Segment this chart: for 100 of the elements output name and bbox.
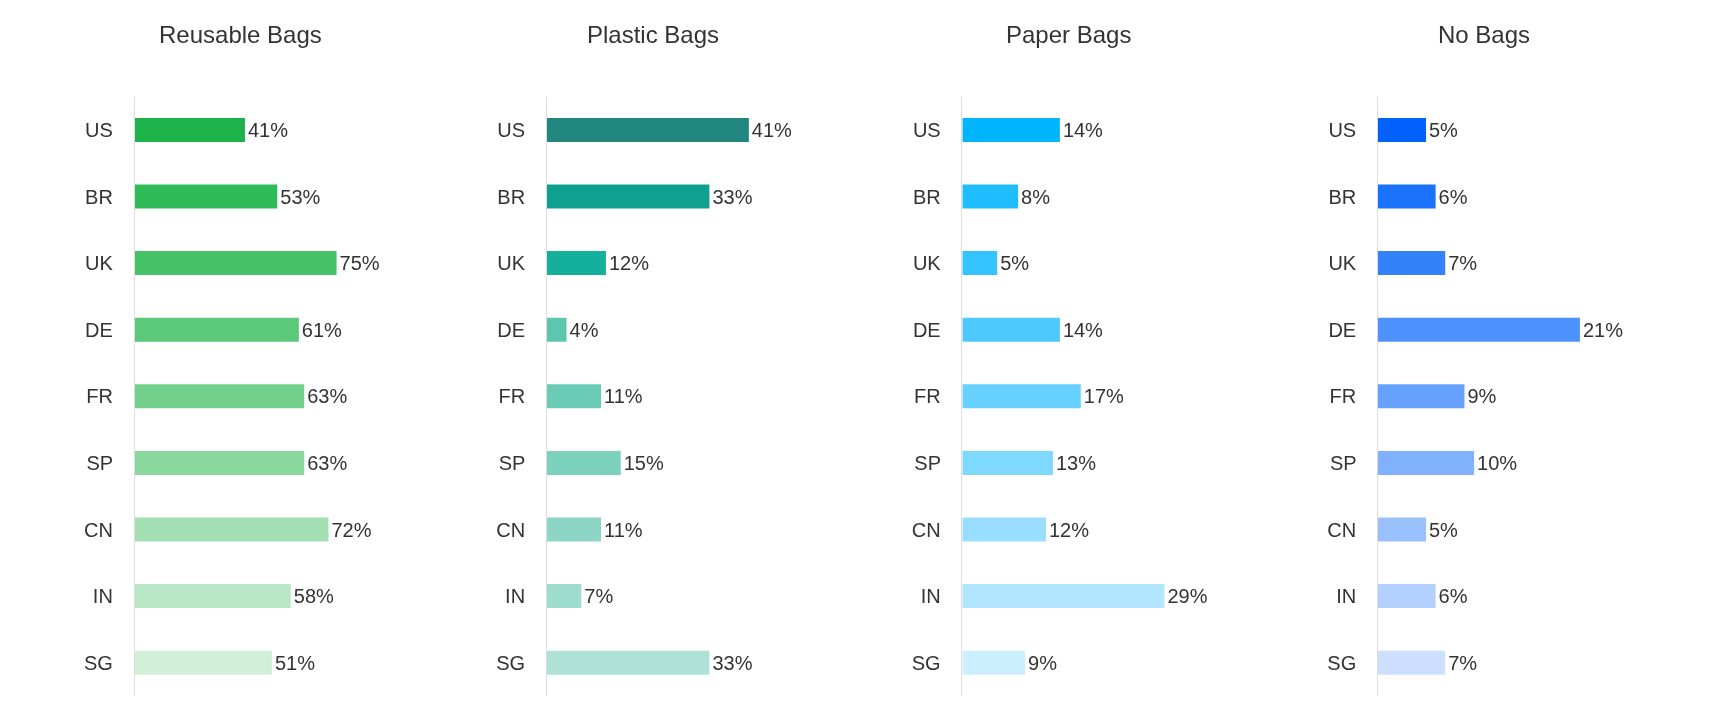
y-tick-label: CN: [1327, 518, 1373, 541]
bar: [134, 650, 272, 675]
data-label: 7%: [584, 585, 614, 608]
data-label: 33%: [712, 185, 753, 208]
data-label: 72%: [331, 518, 372, 541]
data-label: 17%: [1083, 385, 1125, 408]
y-tick-label: FR: [1329, 385, 1373, 408]
bar: [1377, 584, 1436, 609]
y-tick-label: SP: [914, 451, 958, 474]
data-label: 41%: [247, 118, 289, 141]
y-tick-label: BR: [85, 185, 130, 208]
y-tick-label: DE: [497, 318, 542, 341]
y-tick-label: UK: [85, 252, 130, 275]
bar: [962, 584, 1165, 609]
bar: [134, 517, 329, 542]
data-label: 75%: [339, 252, 380, 275]
data-label: 5%: [1428, 118, 1459, 141]
chart-title: No Bags: [1438, 21, 1531, 48]
y-tick-label: DE: [912, 318, 958, 341]
y-tick-label: UK: [912, 252, 958, 275]
bar: [1377, 384, 1465, 409]
bar: [134, 184, 278, 209]
bar: [1377, 317, 1580, 342]
bar: [1377, 450, 1475, 475]
data-label: 63%: [307, 451, 348, 474]
y-tick-label: BR: [497, 185, 542, 208]
y-tick-label: CN: [496, 518, 542, 541]
data-label: 5%: [1428, 518, 1459, 541]
data-label: 12%: [1048, 518, 1090, 541]
bar: [134, 251, 337, 276]
data-label: 14%: [1062, 118, 1104, 141]
bar: [1377, 517, 1426, 542]
data-label: 9%: [1028, 651, 1058, 674]
y-tick-label: US: [85, 118, 130, 141]
bar: [962, 184, 1019, 209]
y-tick-label: BR: [912, 185, 958, 208]
bar: [546, 517, 601, 542]
data-label: 14%: [1062, 318, 1104, 341]
y-tick-label: IN: [1336, 585, 1373, 608]
y-tick-label: CN: [911, 518, 958, 541]
data-label: 9%: [1467, 385, 1497, 408]
bar: [962, 450, 1053, 475]
y-tick-label: IN: [505, 585, 542, 608]
data-label: 29%: [1167, 585, 1208, 608]
data-label: 53%: [280, 185, 321, 208]
y-tick-label: BR: [1328, 185, 1373, 208]
data-label: 13%: [1055, 451, 1097, 474]
bar: [134, 117, 245, 142]
y-tick-label: DE: [1328, 318, 1373, 341]
y-tick-label: DE: [85, 318, 130, 341]
data-label: 4%: [569, 318, 599, 341]
data-label: 6%: [1438, 185, 1468, 208]
data-label: 11%: [604, 518, 643, 541]
bar: [546, 384, 601, 409]
bar: [546, 117, 749, 142]
y-tick-label: SG: [1327, 651, 1373, 674]
bar: [962, 517, 1046, 542]
y-tick-label: UK: [497, 252, 542, 275]
bar: [546, 251, 606, 276]
bar: [1377, 117, 1426, 142]
y-tick-label: SG: [83, 651, 130, 674]
data-label: 5%: [1000, 252, 1030, 275]
data-label: 15%: [623, 451, 664, 474]
bar: [546, 584, 582, 609]
data-label: 63%: [307, 385, 348, 408]
y-tick-label: US: [497, 118, 542, 141]
bar: [134, 584, 291, 609]
data-label: 12%: [608, 252, 650, 275]
bar: [962, 650, 1026, 675]
data-label: 41%: [751, 118, 793, 141]
data-label: 10%: [1477, 451, 1518, 474]
bar: [1377, 650, 1446, 675]
data-label: 33%: [712, 651, 753, 674]
bar: [546, 317, 567, 342]
y-tick-label: IN: [920, 585, 958, 608]
y-tick-label: SP: [86, 451, 130, 474]
y-tick-label: SP: [1329, 451, 1373, 474]
bar: [1377, 184, 1436, 209]
bar: [546, 650, 710, 675]
y-tick-label: US: [1328, 118, 1373, 141]
chart-title: Paper Bags: [1006, 21, 1132, 48]
bar: [546, 184, 710, 209]
bar: [134, 384, 305, 409]
y-tick-label: UK: [1328, 252, 1373, 275]
data-label: 61%: [301, 318, 343, 341]
data-label: 6%: [1438, 585, 1468, 608]
bar: [962, 384, 1081, 409]
data-label: 7%: [1448, 252, 1478, 275]
data-label: 7%: [1448, 651, 1478, 674]
y-tick-label: CN: [83, 518, 130, 541]
y-tick-label: SP: [498, 451, 542, 474]
bar: [546, 450, 621, 475]
data-label: 58%: [293, 585, 335, 608]
y-tick-label: SG: [496, 651, 542, 674]
bar: [962, 251, 998, 276]
chart-title: Plastic Bags: [587, 21, 720, 48]
bar: [962, 117, 1060, 142]
data-label: 51%: [274, 651, 316, 674]
y-tick-label: US: [912, 118, 958, 141]
data-label: 8%: [1021, 185, 1051, 208]
